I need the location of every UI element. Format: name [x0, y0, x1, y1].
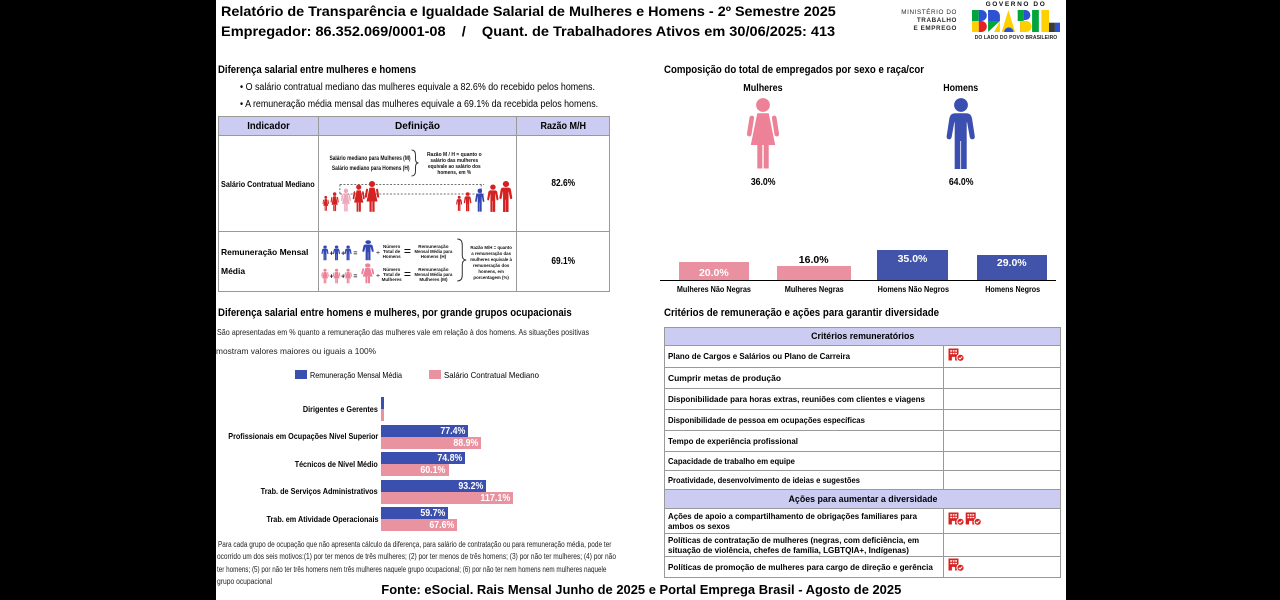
svg-text:Salário mediano para Mulheres: Salário mediano para Mulheres (M): [329, 156, 410, 162]
svg-text:÷: ÷: [376, 249, 380, 256]
svg-text:=: =: [353, 273, 357, 280]
svg-text:equivale ao salário dos: equivale ao salário dos: [428, 164, 481, 170]
svg-text:Razão M / H = quanto o: Razão M / H = quanto o: [427, 152, 482, 158]
svg-text:+: +: [341, 273, 345, 280]
svg-text:Mensal Média para: Mensal Média para: [415, 249, 453, 254]
svg-text:homens, em %: homens, em %: [437, 170, 471, 176]
svg-text:homens, em: homens, em: [478, 269, 504, 274]
svg-text:÷: ÷: [376, 272, 380, 279]
svg-text:+: +: [341, 250, 345, 257]
svg-text:mulheres equivale à: mulheres equivale à: [470, 257, 512, 262]
svg-text:+: +: [330, 273, 334, 280]
svg-text:+: +: [330, 250, 334, 257]
svg-text:Número: Número: [383, 267, 400, 272]
svg-text:Mensal Média para: Mensal Média para: [415, 272, 453, 277]
svg-text:salário das mulheres: salário das mulheres: [430, 158, 478, 164]
svg-text:a remuneração das: a remuneração das: [471, 251, 511, 256]
svg-text:remuneração dos: remuneração dos: [473, 263, 510, 268]
svg-text:Razão M/H = quanto: Razão M/H = quanto: [470, 245, 512, 250]
svg-text:Total de: Total de: [383, 272, 401, 277]
svg-text:Homens: Homens: [383, 254, 401, 259]
svg-text:porcentagem (%): porcentagem (%): [473, 275, 509, 280]
svg-text:Remuneração: Remuneração: [418, 267, 448, 272]
svg-text:=: =: [353, 250, 357, 257]
svg-text:Homens (H): Homens (H): [421, 254, 447, 259]
svg-text:Mulheres: Mulheres: [382, 277, 402, 282]
svg-text:Número: Número: [383, 244, 400, 249]
svg-text:Remuneração: Remuneração: [418, 244, 448, 249]
svg-text:Salário mediano para Homens (H: Salário mediano para Homens (H): [332, 166, 410, 172]
svg-text:Total de: Total de: [383, 249, 401, 254]
svg-text:Mulheres (M): Mulheres (M): [419, 277, 448, 282]
